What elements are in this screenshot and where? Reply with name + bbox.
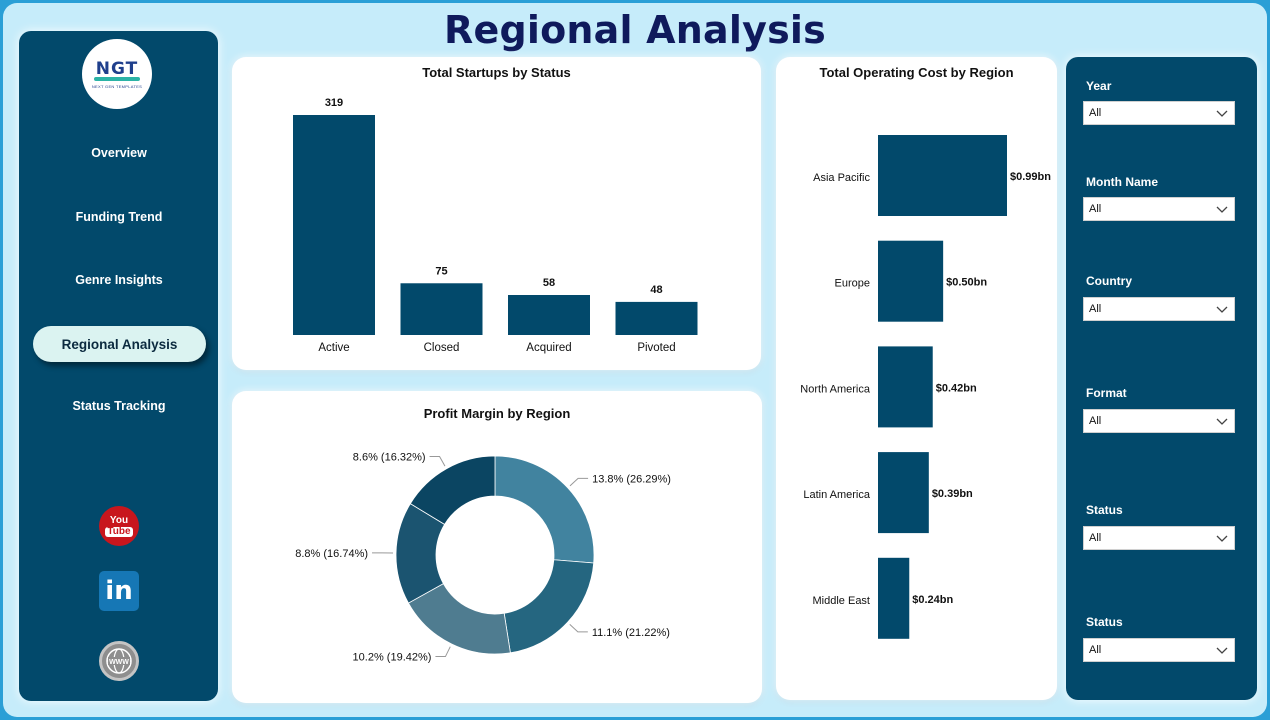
format-dropdown[interactable]: All bbox=[1083, 409, 1235, 433]
category-label: Asia Pacific bbox=[813, 172, 870, 184]
category-label: Closed bbox=[424, 342, 460, 354]
filter-label-format: Format bbox=[1086, 386, 1127, 400]
status-dropdown-2[interactable]: All bbox=[1083, 638, 1235, 662]
linkedin-link[interactable]: in bbox=[98, 570, 140, 612]
chevron-down-icon bbox=[1216, 418, 1228, 425]
linkedin-icon: in bbox=[99, 571, 139, 611]
leader-line bbox=[429, 456, 446, 467]
filter-label-country: Country bbox=[1086, 274, 1132, 288]
nav-funding-trend[interactable]: Funding Trend bbox=[75, 210, 163, 224]
bar-data-label: 319 bbox=[325, 97, 343, 109]
bar-acquired[interactable] bbox=[508, 295, 590, 335]
globe-icon: WWW bbox=[106, 648, 132, 674]
cost-bar-chart: Asia Pacific $0.99bn Europe $0.50bn North Am… bbox=[800, 135, 1051, 639]
nav-overview[interactable]: Overview bbox=[91, 146, 147, 160]
youtube-icon: You Tube bbox=[99, 506, 139, 546]
bar-data-label: $0.24bn bbox=[912, 594, 953, 606]
profit-card: Profit Margin by Region 13.8% (26.29%) 11… bbox=[232, 391, 762, 703]
bar-closed[interactable] bbox=[400, 283, 483, 335]
filter-label-year: Year bbox=[1086, 79, 1112, 93]
category-label: Latin America bbox=[803, 489, 871, 501]
website-icon: WWW bbox=[99, 641, 139, 681]
year-dropdown-value: All bbox=[1089, 107, 1102, 119]
status-dropdown[interactable]: All bbox=[1083, 526, 1235, 550]
category-label: Acquired bbox=[526, 342, 571, 354]
startups-bar-chart: 319 Active 75 Closed 58 Acquired 48 Pivoted bbox=[293, 97, 698, 354]
format-dropdown-value: All bbox=[1089, 415, 1102, 427]
bar-data-label: $0.99bn bbox=[1010, 171, 1051, 183]
leader-line bbox=[435, 646, 451, 658]
logo-subtext: NEXT GEN TEMPLATES bbox=[91, 84, 143, 89]
donut-slice[interactable] bbox=[494, 455, 595, 564]
page-title: Regional Analysis bbox=[444, 8, 826, 52]
profit-chart-title: Profit Margin by Region bbox=[423, 406, 571, 421]
status-dropdown-2-value: All bbox=[1089, 644, 1102, 656]
bar-middle-east[interactable] bbox=[878, 557, 910, 639]
bar-latin-america[interactable] bbox=[878, 452, 929, 534]
slice-data-label: 10.2% (19.42%) bbox=[353, 652, 432, 664]
chevron-down-icon bbox=[1216, 206, 1228, 213]
category-label: Europe bbox=[835, 278, 870, 290]
country-dropdown-value: All bbox=[1089, 303, 1102, 315]
profit-donut-chart: 13.8% (26.29%) 11.1% (21.22%) 10.2% (19.42… bbox=[295, 452, 671, 664]
bar-data-label: 48 bbox=[650, 284, 662, 296]
bar-active[interactable] bbox=[293, 115, 375, 335]
nav-regional-analysis[interactable]: Regional Analysis bbox=[33, 326, 206, 362]
donut-slice[interactable] bbox=[503, 559, 595, 654]
month-name-dropdown[interactable]: All bbox=[1083, 197, 1235, 221]
logo: NGT NEXT GEN TEMPLATES bbox=[82, 39, 152, 109]
chevron-down-icon bbox=[1216, 306, 1228, 313]
year-dropdown[interactable]: All bbox=[1083, 101, 1235, 125]
bar-data-label: 58 bbox=[543, 277, 555, 289]
logo-text: NGT bbox=[95, 59, 139, 79]
slice-data-label: 8.6% (16.32%) bbox=[353, 452, 426, 464]
leader-line bbox=[569, 477, 589, 487]
cost-card: Total Operating Cost by Region Asia Paci… bbox=[776, 57, 1057, 700]
leader-line bbox=[569, 624, 588, 633]
nav-genre-insights[interactable]: Genre Insights bbox=[75, 273, 163, 287]
bar-data-label: $0.42bn bbox=[936, 382, 977, 394]
bar-north-america[interactable] bbox=[878, 346, 933, 428]
bar-data-label: 75 bbox=[435, 265, 447, 277]
website-icon-text: WWW bbox=[109, 659, 129, 666]
donut-slice[interactable] bbox=[409, 455, 496, 525]
startups-card: Total Startups by Status 319 Active 75 Clos… bbox=[232, 57, 761, 370]
youtube-link[interactable]: You Tube bbox=[98, 505, 140, 547]
youtube-icon-text-top: You bbox=[109, 514, 129, 526]
chevron-down-icon bbox=[1216, 110, 1228, 117]
bar-data-label: $0.50bn bbox=[946, 277, 987, 289]
filters-panel: Year All Month Name All Country All Form… bbox=[1066, 57, 1257, 700]
category-label: Pivoted bbox=[637, 342, 675, 354]
bar-asia-pacific[interactable] bbox=[878, 135, 1007, 216]
startups-chart-title: Total Startups by Status bbox=[422, 65, 571, 80]
cost-chart-title: Total Operating Cost by Region bbox=[819, 65, 1014, 80]
filter-label-status: Status bbox=[1086, 503, 1123, 517]
category-label: Middle East bbox=[813, 595, 870, 607]
chevron-down-icon bbox=[1216, 647, 1228, 654]
logo-swoosh bbox=[94, 77, 140, 81]
bar-pivoted[interactable] bbox=[615, 301, 698, 335]
chevron-down-icon bbox=[1216, 535, 1228, 542]
slice-data-label: 8.8% (16.74%) bbox=[295, 548, 368, 560]
slice-data-label: 11.1% (21.22%) bbox=[592, 627, 670, 639]
status-dropdown-value: All bbox=[1089, 532, 1102, 544]
sidebar: NGT NEXT GEN TEMPLATES Overview Funding … bbox=[19, 31, 218, 701]
country-dropdown[interactable]: All bbox=[1083, 297, 1235, 321]
website-link[interactable]: WWW bbox=[98, 640, 140, 682]
bar-europe[interactable] bbox=[878, 240, 944, 322]
filter-label-status-2: Status bbox=[1086, 615, 1123, 629]
category-label: North America bbox=[800, 383, 871, 395]
month-name-dropdown-value: All bbox=[1089, 203, 1102, 215]
bar-data-label: $0.39bn bbox=[932, 488, 973, 500]
category-label: Active bbox=[318, 342, 349, 354]
youtube-icon-text-bottom: Tube bbox=[105, 525, 133, 537]
filter-label-month-name: Month Name bbox=[1086, 175, 1158, 189]
nav-status-tracking[interactable]: Status Tracking bbox=[72, 399, 166, 413]
slice-data-label: 13.8% (26.29%) bbox=[592, 473, 671, 485]
